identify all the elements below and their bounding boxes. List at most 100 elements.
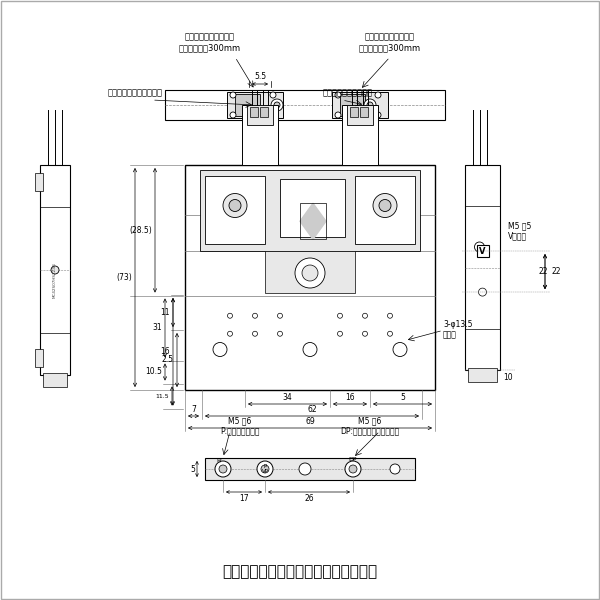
Bar <box>205 176 265 244</box>
Text: 26: 26 <box>304 494 314 503</box>
Circle shape <box>349 465 357 473</box>
Text: (73): (73) <box>116 273 132 282</box>
Circle shape <box>299 463 311 475</box>
Circle shape <box>335 92 341 98</box>
Text: 16: 16 <box>345 393 355 402</box>
Bar <box>247 105 273 125</box>
Circle shape <box>261 465 269 473</box>
Text: M5 深5
Vポート: M5 深5 Vポート <box>508 221 532 240</box>
Circle shape <box>335 112 341 118</box>
Text: 16: 16 <box>160 347 170 356</box>
Circle shape <box>345 461 361 477</box>
Text: 2.5: 2.5 <box>162 355 174 364</box>
Circle shape <box>379 199 391 211</box>
Circle shape <box>367 102 373 108</box>
Text: 真空発生制御用電磁弁
リード線長：300mm: 真空発生制御用電磁弁 リード線長：300mm <box>179 32 241 52</box>
Bar <box>165 90 445 120</box>
Circle shape <box>388 313 392 318</box>
Circle shape <box>274 102 280 108</box>
Circle shape <box>475 242 485 252</box>
Text: 34: 34 <box>283 393 292 402</box>
Text: 11.5: 11.5 <box>155 394 169 398</box>
Bar <box>260 107 268 117</box>
Circle shape <box>295 258 325 288</box>
Circle shape <box>51 266 59 274</box>
Bar <box>465 165 500 370</box>
Text: 破壊流量調節ニードル: 破壊流量調節ニードル <box>323 88 373 97</box>
Text: 10.5: 10.5 <box>145 367 162 377</box>
Bar <box>35 173 43 191</box>
Text: M5 深6
P:圧縮空気供給口: M5 深6 P:圧縮空気供給口 <box>220 416 260 436</box>
Bar <box>342 105 378 165</box>
Bar <box>235 94 260 116</box>
Circle shape <box>253 313 257 318</box>
Circle shape <box>277 313 283 318</box>
Text: P
VP: P VP <box>262 464 269 475</box>
Bar <box>43 373 67 387</box>
Text: 3-φ13.5
取付穴: 3-φ13.5 取付穴 <box>443 320 473 339</box>
Circle shape <box>227 331 233 336</box>
Bar <box>360 107 368 117</box>
Text: 自己保持型電磁弁搭載時: 自己保持型電磁弁搭載時 <box>107 88 163 97</box>
Text: 17: 17 <box>239 494 249 503</box>
Bar <box>355 176 415 244</box>
Circle shape <box>213 343 227 356</box>
Text: V: V <box>479 247 486 256</box>
Circle shape <box>388 331 392 336</box>
Circle shape <box>229 199 241 211</box>
Circle shape <box>390 464 400 474</box>
Circle shape <box>270 92 276 98</box>
Circle shape <box>337 331 343 336</box>
Circle shape <box>375 112 381 118</box>
Bar <box>242 105 278 165</box>
Text: 22: 22 <box>552 267 562 276</box>
Bar <box>265 251 355 293</box>
Bar <box>350 107 358 117</box>
Circle shape <box>337 313 343 318</box>
Circle shape <box>219 465 227 473</box>
Circle shape <box>270 112 276 118</box>
Bar <box>340 94 365 116</box>
Text: 22: 22 <box>539 267 548 276</box>
Circle shape <box>257 461 273 477</box>
Text: 69: 69 <box>305 417 315 426</box>
Circle shape <box>362 313 367 318</box>
Text: 代表画像　商品仕様をご確認ください: 代表画像 商品仕様をご確認ください <box>223 565 377 580</box>
Text: 真空破壊制御用電磁弁
リード線長：300mm: 真空破壊制御用電磁弁 リード線長：300mm <box>359 32 421 52</box>
Text: 10: 10 <box>503 373 513 383</box>
Polygon shape <box>300 203 326 239</box>
Circle shape <box>479 288 487 296</box>
Text: M5 深6
DP:破壊用圧縮空気供給口: M5 深6 DP:破壊用圧縮空気供給口 <box>340 416 400 436</box>
Bar <box>40 165 70 375</box>
Bar <box>347 105 373 125</box>
Text: DP: DP <box>349 457 357 462</box>
Text: P/: P/ <box>216 457 222 462</box>
Circle shape <box>277 331 283 336</box>
Bar <box>250 107 258 117</box>
Circle shape <box>271 99 283 111</box>
Circle shape <box>302 265 318 281</box>
Circle shape <box>223 193 247 217</box>
Bar <box>476 245 488 257</box>
Circle shape <box>215 461 231 477</box>
Bar <box>205 458 415 480</box>
Circle shape <box>393 343 407 356</box>
Circle shape <box>375 92 381 98</box>
Bar <box>200 169 420 251</box>
Text: 62: 62 <box>307 405 317 414</box>
Text: 31: 31 <box>152 323 162 332</box>
Bar <box>300 203 326 239</box>
Text: (28.5): (28.5) <box>129 226 152 235</box>
Bar <box>185 165 435 390</box>
Circle shape <box>230 92 236 98</box>
Circle shape <box>373 193 397 217</box>
Circle shape <box>364 99 376 111</box>
Bar <box>227 92 283 118</box>
Circle shape <box>303 343 317 356</box>
Bar <box>332 92 388 118</box>
Circle shape <box>230 112 236 118</box>
Circle shape <box>362 331 367 336</box>
Circle shape <box>227 313 233 318</box>
Bar <box>280 179 345 237</box>
Text: MC42S07HSZZ4B: MC42S07HSZZ4B <box>53 263 57 298</box>
